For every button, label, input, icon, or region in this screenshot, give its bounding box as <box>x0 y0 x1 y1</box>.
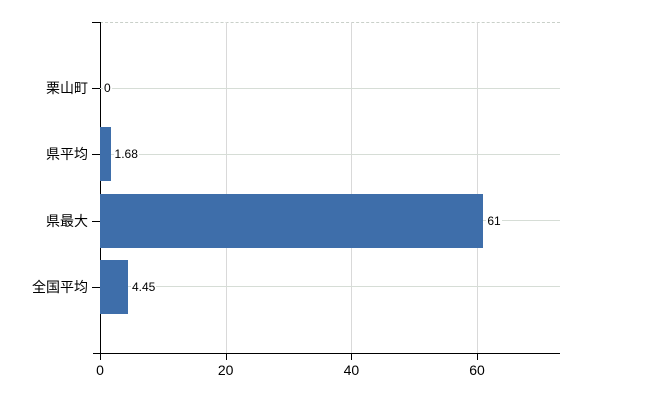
value-label: 4.45 <box>130 279 157 294</box>
value-label: 61 <box>486 213 502 228</box>
category-tick <box>92 286 100 288</box>
bar <box>100 259 128 314</box>
x-tick-mark <box>100 353 101 360</box>
x-tick-label: 20 <box>217 362 234 378</box>
category-label: 全国平均 <box>32 278 88 295</box>
v-gridline <box>225 22 227 353</box>
category-label: 県最大 <box>46 212 88 229</box>
x-tick-mark <box>477 353 479 360</box>
value-label: 1.68 <box>113 147 139 162</box>
x-tick-label: 40 <box>343 362 360 378</box>
plot-top-boundary <box>100 22 560 23</box>
category-label: 栗山町 <box>46 80 88 97</box>
category-tick <box>92 154 100 156</box>
category-tick <box>92 220 100 222</box>
category-label: 県平均 <box>46 146 88 163</box>
bar <box>100 127 111 182</box>
h-gridline <box>100 153 560 155</box>
bar <box>100 193 484 248</box>
x-tick-mark <box>351 353 353 360</box>
x-tick-label: 60 <box>469 362 485 378</box>
h-gridline <box>100 286 560 288</box>
x-tick-label: 0 <box>96 362 104 378</box>
v-gridline <box>477 22 479 353</box>
value-label: 0 <box>103 81 112 96</box>
v-gridline <box>351 22 353 353</box>
category-tick <box>92 88 100 90</box>
x-tick-mark <box>225 353 227 360</box>
y-axis-top-tick <box>92 22 100 23</box>
plot-area: 0 20 40 60 0 栗山町 1.68 県平均 61 県最大 4.45 全国平均 <box>32 22 560 378</box>
x-axis <box>93 353 560 354</box>
h-gridline <box>100 87 560 89</box>
y-axis <box>100 22 101 353</box>
